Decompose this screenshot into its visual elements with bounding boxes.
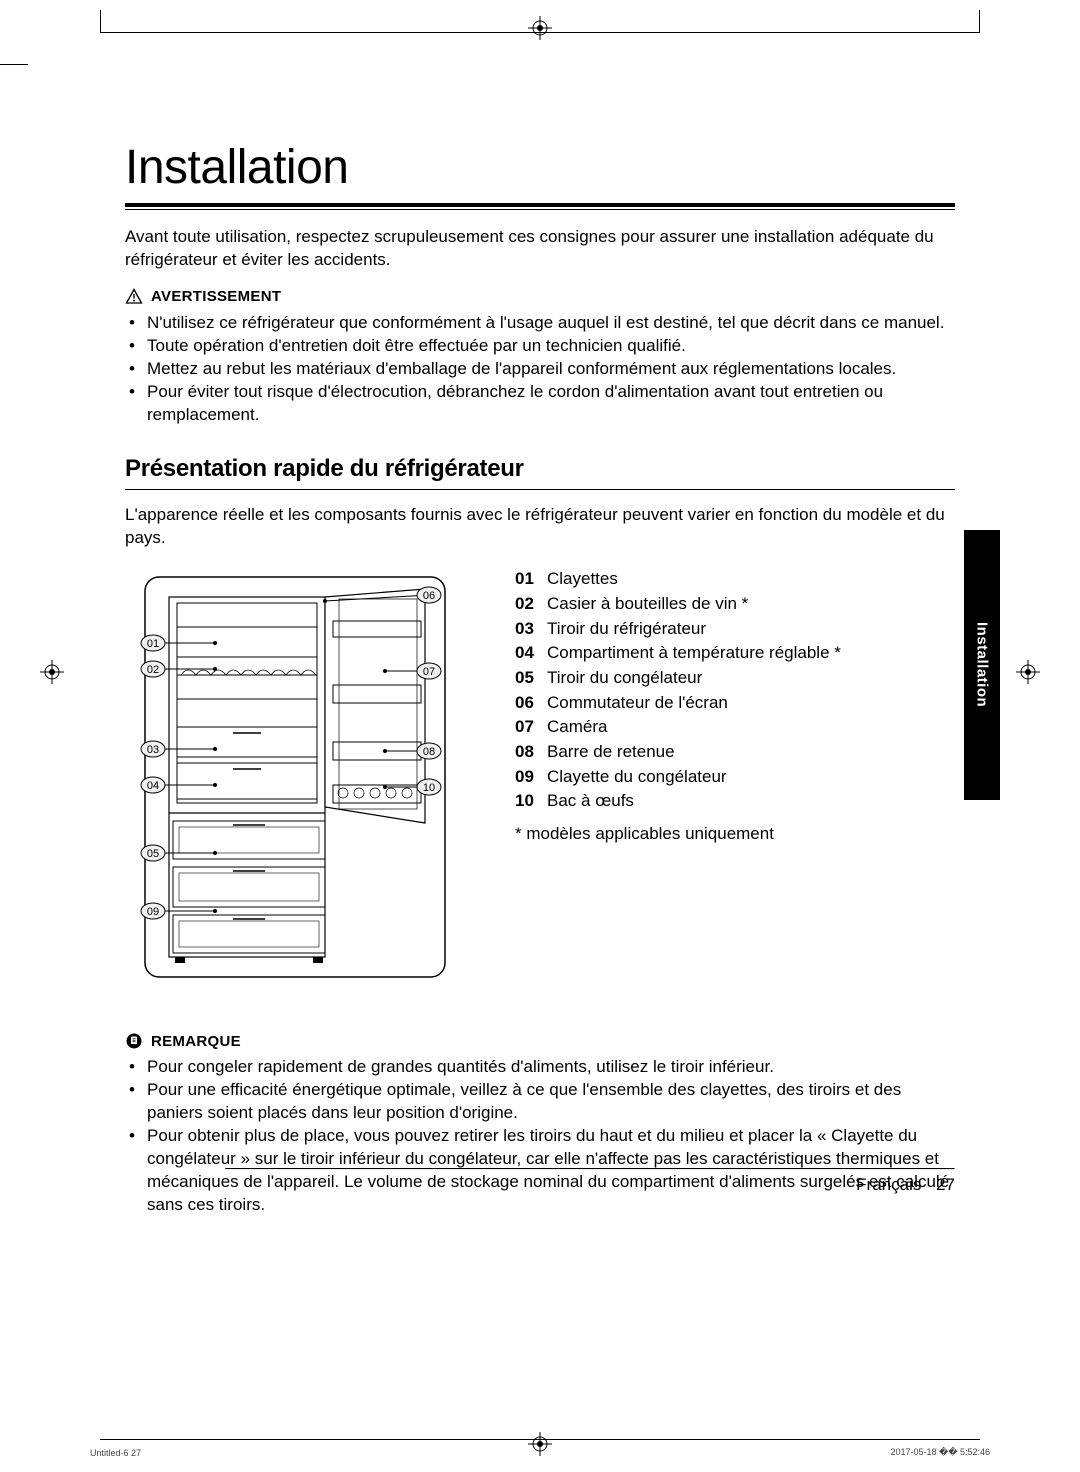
legend-text: Compartiment à température réglable * bbox=[547, 641, 841, 666]
legend-item: 09 Clayette du congélateur bbox=[515, 765, 955, 790]
legend-item: 01 Clayettes bbox=[515, 567, 955, 592]
legend-number: 09 bbox=[515, 765, 539, 790]
warning-item: N'utilisez ce réfrigérateur que conformé… bbox=[147, 312, 955, 335]
legend-item: 07 Caméra bbox=[515, 715, 955, 740]
note-item: Pour congeler rapidement de grandes quan… bbox=[147, 1056, 955, 1079]
svg-text:06: 06 bbox=[423, 590, 435, 602]
svg-text:09: 09 bbox=[147, 906, 159, 918]
page-content: Installation Avant toute utilisation, re… bbox=[125, 140, 955, 1245]
warning-item: Mettez au rebut les matériaux d'emballag… bbox=[147, 358, 955, 381]
legend-number: 06 bbox=[515, 691, 539, 716]
fridge-diagram: 01 02 03 04 05 09 06 07 08 10 bbox=[125, 567, 465, 992]
legend-number: 02 bbox=[515, 592, 539, 617]
legend-number: 10 bbox=[515, 789, 539, 814]
registration-mark-icon bbox=[1016, 660, 1040, 684]
divider bbox=[125, 489, 955, 490]
legend-text: Casier à bouteilles de vin * bbox=[547, 592, 748, 617]
legend-item: 04 Compartiment à température réglable * bbox=[515, 641, 955, 666]
svg-text:03: 03 bbox=[147, 744, 159, 756]
legend-number: 05 bbox=[515, 666, 539, 691]
print-meta-left: Untitled-6 27 bbox=[90, 1448, 141, 1458]
legend-text: Bac à œufs bbox=[547, 789, 634, 814]
legend-number: 03 bbox=[515, 617, 539, 642]
note-item: Pour obtenir plus de place, vous pouvez … bbox=[147, 1125, 955, 1217]
footer-rule bbox=[225, 1168, 955, 1170]
section-intro: L'apparence réelle et les composants fou… bbox=[125, 504, 955, 550]
legend-item: 08 Barre de retenue bbox=[515, 740, 955, 765]
svg-text:02: 02 bbox=[147, 664, 159, 676]
crop-mark bbox=[100, 10, 101, 32]
section-title: Présentation rapide du réfrigérateur bbox=[125, 455, 955, 483]
legend-text: Clayettes bbox=[547, 567, 618, 592]
warning-item: Toute opération d'entretien doit être ef… bbox=[147, 335, 955, 358]
footer-language: Français bbox=[856, 1175, 921, 1194]
legend-footnote: * modèles applicables uniquement bbox=[515, 822, 955, 847]
legend-number: 08 bbox=[515, 740, 539, 765]
registration-mark-icon bbox=[528, 1432, 552, 1456]
note-label: REMARQUE bbox=[151, 1033, 241, 1050]
overview-row: 01020304050906070810 01Clayettes02Casier… bbox=[125, 567, 955, 992]
legend-text: Barre de retenue bbox=[547, 740, 675, 765]
divider bbox=[125, 203, 955, 207]
section-tab: Installation bbox=[964, 530, 1000, 800]
legend-text: Tiroir du congélateur bbox=[547, 666, 702, 691]
warning-heading: AVERTISSEMENT bbox=[125, 288, 955, 306]
diagram-legend: 01 Clayettes 02 Casier à bouteilles de vin … bbox=[515, 567, 955, 992]
warning-item: Pour éviter tout risque d'électrocution,… bbox=[147, 381, 955, 427]
page-title: Installation bbox=[125, 140, 955, 195]
legend-item: 02 Casier à bouteilles de vin * bbox=[515, 592, 955, 617]
note-heading: REMARQUE bbox=[125, 1032, 955, 1050]
note-item: Pour une efficacité énergétique optimale… bbox=[147, 1079, 955, 1125]
legend-item: 05 Tiroir du congélateur bbox=[515, 666, 955, 691]
legend-number: 07 bbox=[515, 715, 539, 740]
footer-page-number: 27 bbox=[936, 1175, 955, 1194]
section-tab-label: Installation bbox=[974, 622, 991, 707]
warning-list: N'utilisez ce réfrigérateur que conformé… bbox=[125, 312, 955, 427]
legend-text: Commutateur de l'écran bbox=[547, 691, 728, 716]
legend-item: 06 Commutateur de l'écran bbox=[515, 691, 955, 716]
note-list: Pour congeler rapidement de grandes quan… bbox=[125, 1056, 955, 1217]
warning-icon bbox=[125, 288, 143, 306]
intro-text: Avant toute utilisation, respectez scrup… bbox=[125, 226, 955, 272]
registration-mark-icon bbox=[40, 660, 64, 684]
divider bbox=[125, 209, 955, 210]
legend-number: 04 bbox=[515, 641, 539, 666]
svg-text:08: 08 bbox=[423, 746, 435, 758]
crop-mark bbox=[979, 10, 980, 32]
print-meta-right: 2017-05-18 �� 5:52:46 bbox=[890, 1447, 990, 1458]
legend-item: 03 Tiroir du réfrigérateur bbox=[515, 617, 955, 642]
svg-text:04: 04 bbox=[147, 780, 159, 792]
svg-text:05: 05 bbox=[147, 848, 159, 860]
registration-mark-icon bbox=[528, 16, 552, 40]
warning-label: AVERTISSEMENT bbox=[151, 288, 281, 305]
legend-text: Tiroir du réfrigérateur bbox=[547, 617, 706, 642]
legend-number: 01 bbox=[515, 567, 539, 592]
legend-item: 10 Bac à œufs bbox=[515, 789, 955, 814]
crop-mark bbox=[0, 64, 28, 65]
page-footer: Français 27 bbox=[856, 1175, 955, 1195]
legend-text: Clayette du congélateur bbox=[547, 765, 727, 790]
legend-text: Caméra bbox=[547, 715, 607, 740]
svg-text:07: 07 bbox=[423, 666, 435, 678]
svg-text:10: 10 bbox=[423, 782, 435, 794]
note-icon bbox=[125, 1032, 143, 1050]
svg-text:01: 01 bbox=[147, 638, 159, 650]
